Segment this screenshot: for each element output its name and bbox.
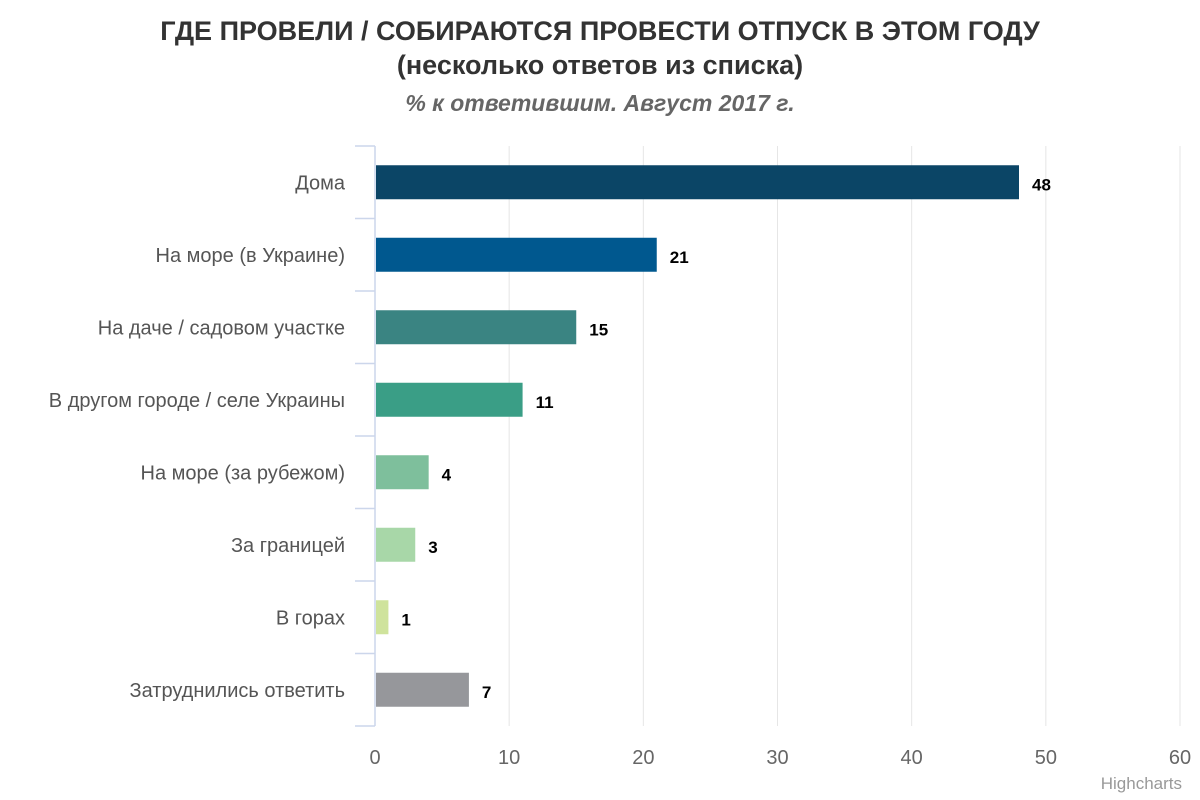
data-label: 7 [482,683,491,702]
bar [376,310,577,345]
x-tick-label: 30 [766,747,788,769]
category-label: На море (за рубежом) [141,462,345,484]
bar [376,382,523,417]
data-label: 3 [428,538,437,557]
data-label: 1 [401,610,410,629]
data-label: 15 [589,320,608,339]
x-tick-label: 60 [1169,747,1191,769]
bar [376,455,429,490]
bar [376,600,389,635]
category-label: Затруднились ответить [130,680,345,702]
category-label: Дома [295,172,346,194]
category-label: На море (в Украине) [156,245,345,267]
data-label: 11 [536,393,554,412]
x-tick-label: 0 [369,747,380,769]
chart-title-line-1: ГДЕ ПРОВЕЛИ / СОБИРАЮТСЯ ПРОВЕСТИ ОТПУСК… [160,16,1040,46]
bar [376,527,416,562]
chart-title-line-2: (несколько ответов из списка) [396,50,804,80]
data-label: 21 [670,248,689,267]
category-label: На даче / садовом участке [98,317,345,339]
category-label: В другом городе / селе Украины [49,390,345,412]
chart-title: ГДЕ ПРОВЕЛИ / СОБИРАЮТСЯ ПРОВЕСТИ ОТПУСК… [0,14,1200,82]
highcharts-credits-link[interactable]: Highcharts [1100,774,1182,793]
chart-subtitle: % к ответившим. Август 2017 г. [405,90,795,116]
x-tick-label: 10 [498,747,520,769]
category-label: За границей [231,535,345,557]
bar [376,672,469,707]
data-label: 48 [1032,175,1051,194]
x-tick-label: 50 [1035,747,1057,769]
x-tick-label: 40 [901,747,923,769]
data-label: 4 [442,465,452,484]
bar [376,237,657,272]
bar [376,165,1019,200]
category-label: В горах [276,607,345,629]
x-tick-label: 20 [632,747,654,769]
